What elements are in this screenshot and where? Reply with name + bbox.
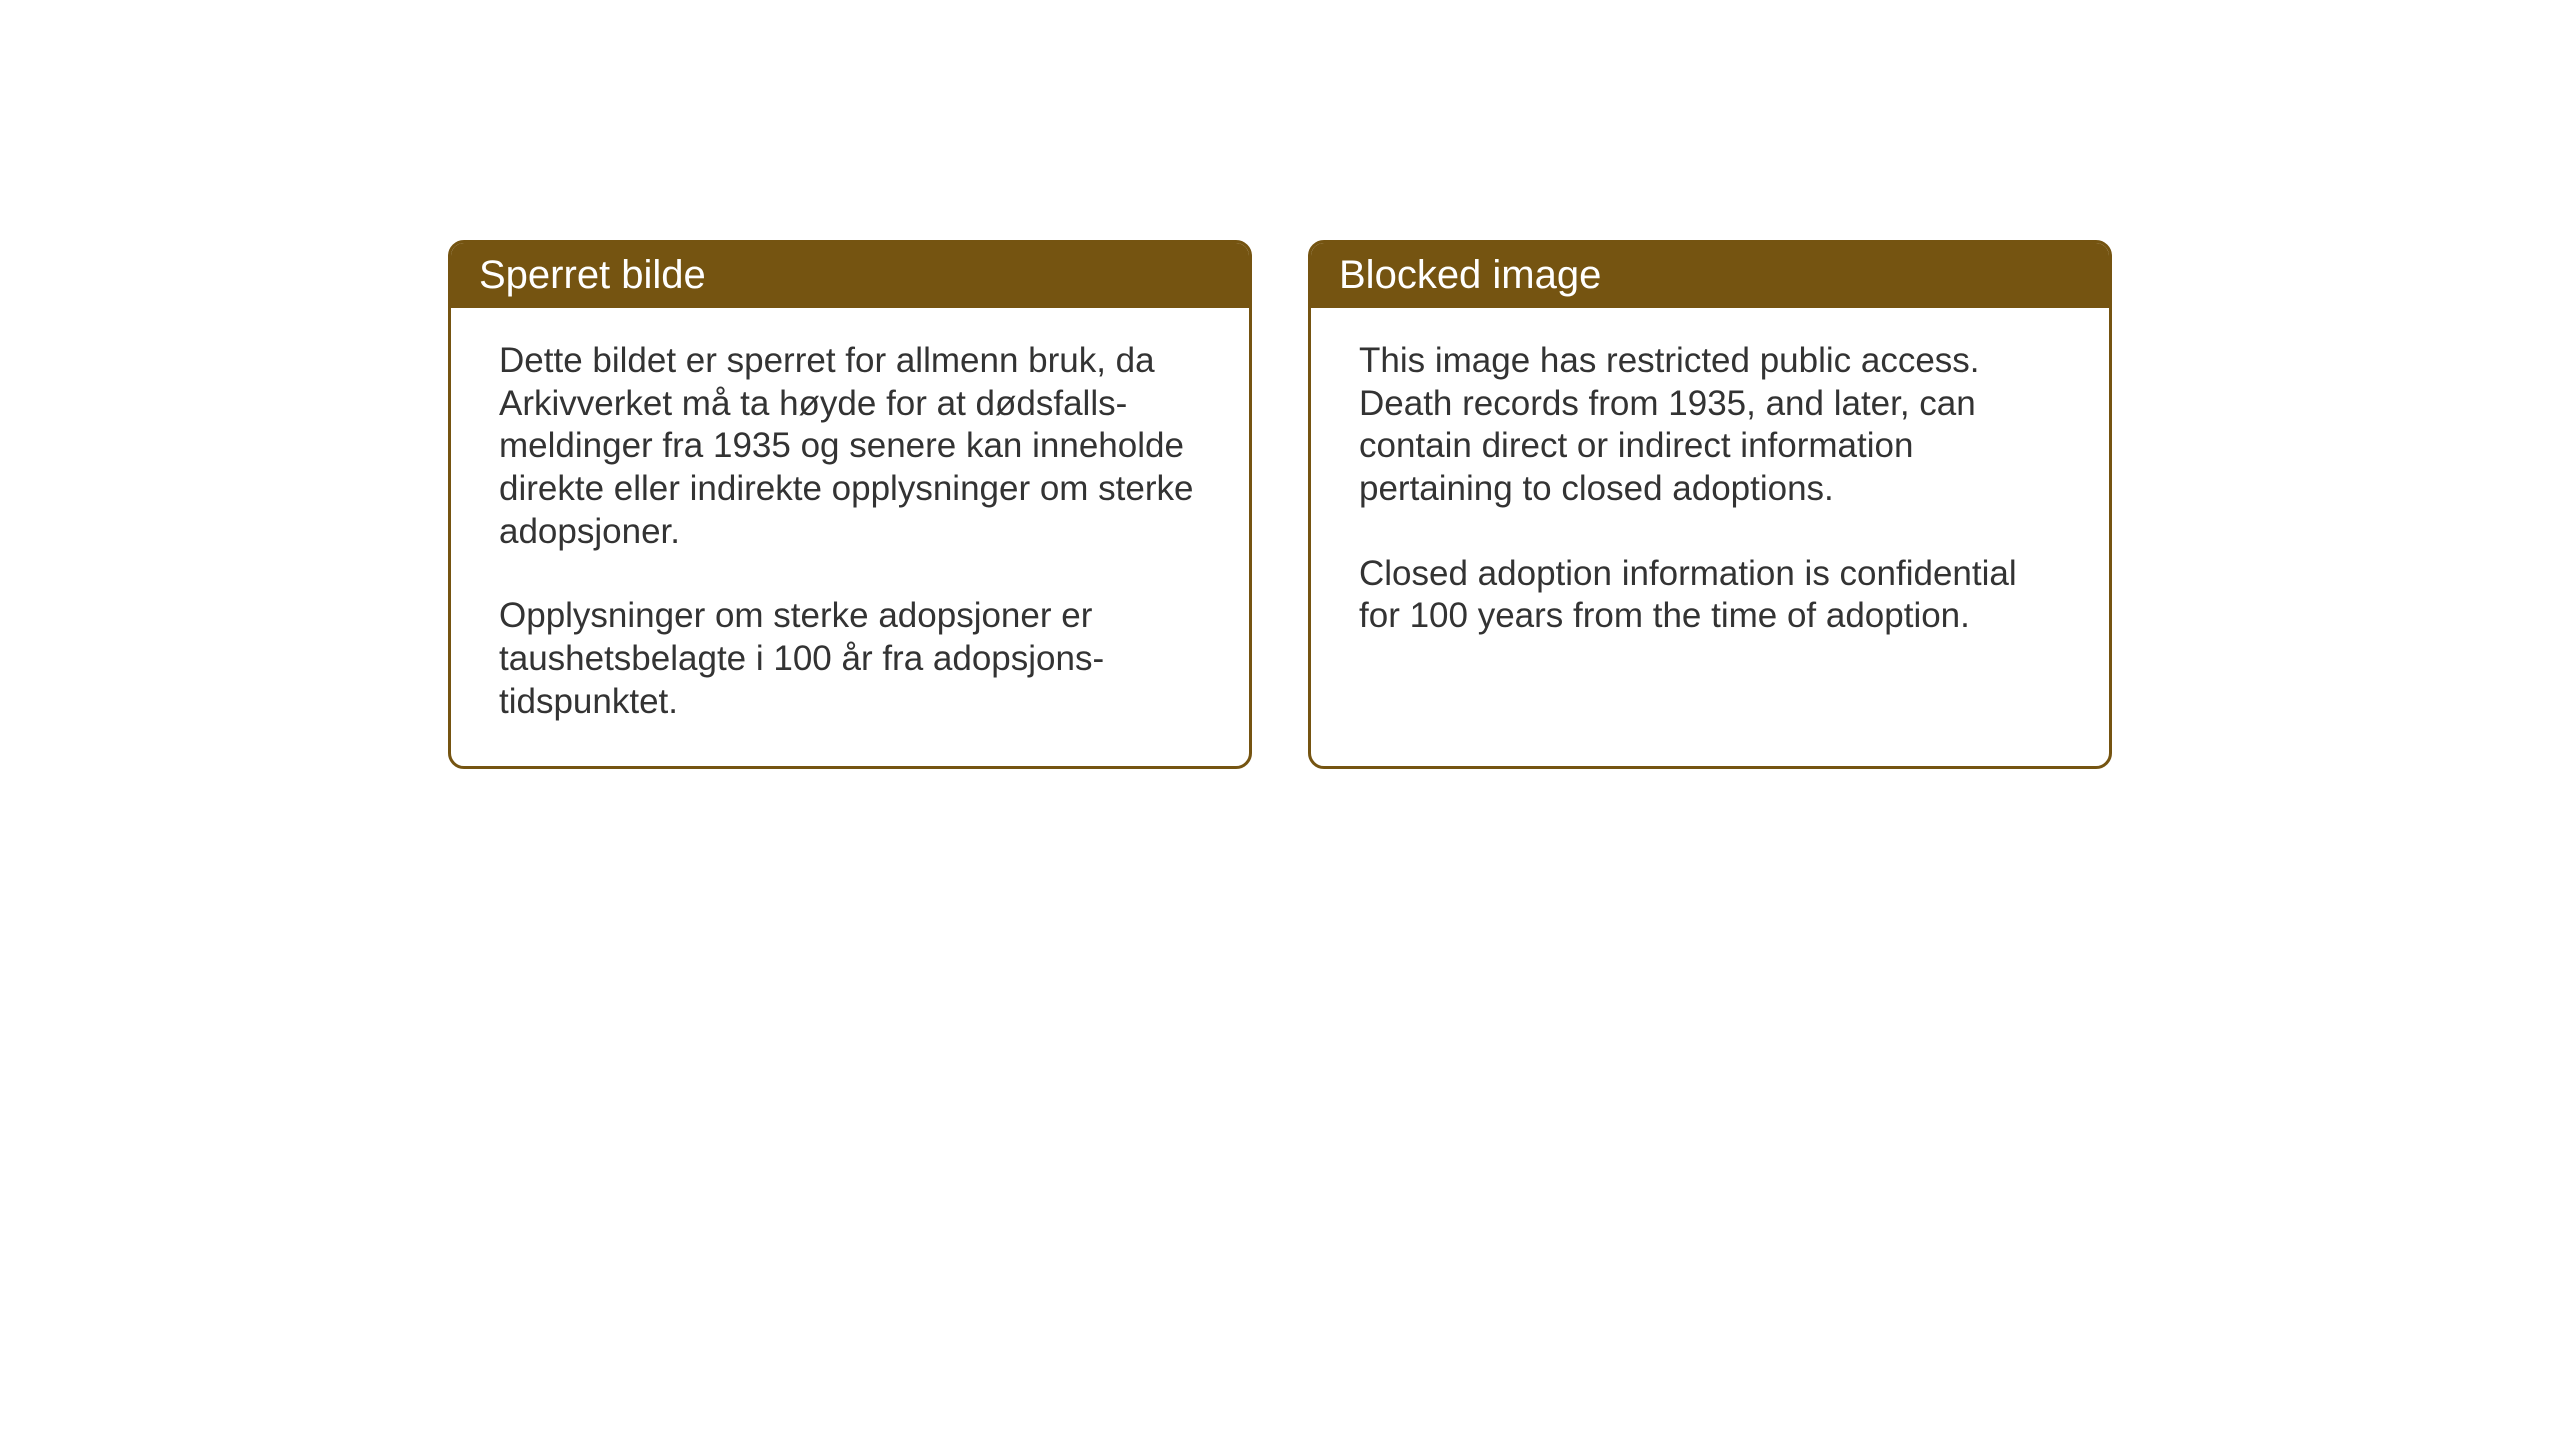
english-paragraph-2: Closed adoption information is confident…: [1359, 553, 2061, 638]
norwegian-notice-card: Sperret bilde Dette bildet er sperret fo…: [448, 240, 1252, 769]
english-card-title: Blocked image: [1311, 243, 2109, 308]
notice-cards-container: Sperret bilde Dette bildet er sperret fo…: [448, 240, 2112, 769]
norwegian-card-title: Sperret bilde: [451, 243, 1249, 308]
english-paragraph-1: This image has restricted public access.…: [1359, 340, 2061, 511]
norwegian-paragraph-1: Dette bildet er sperret for allmenn bruk…: [499, 340, 1201, 553]
english-notice-card: Blocked image This image has restricted …: [1308, 240, 2112, 769]
norwegian-paragraph-2: Opplysninger om sterke adopsjoner er tau…: [499, 595, 1201, 723]
norwegian-card-body: Dette bildet er sperret for allmenn bruk…: [451, 308, 1249, 766]
english-card-body: This image has restricted public access.…: [1311, 308, 2109, 680]
